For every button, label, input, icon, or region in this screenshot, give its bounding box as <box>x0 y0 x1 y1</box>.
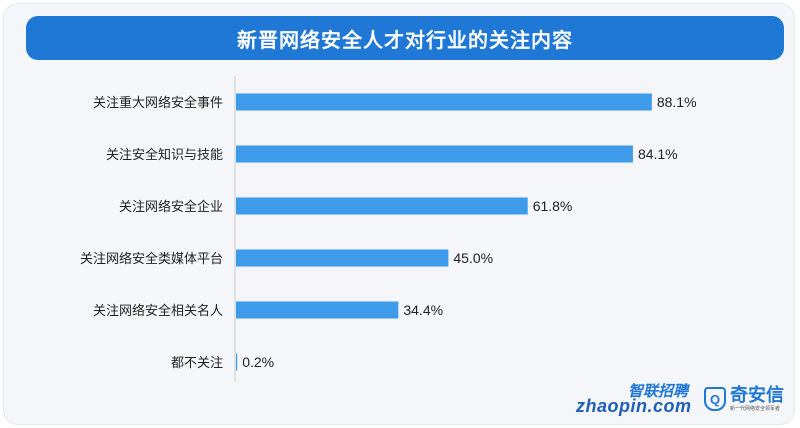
category-label: 关注网络安全企业 <box>119 199 223 215</box>
chart-card: 新晋网络安全人才对行业的关注内容 <box>4 4 794 424</box>
bar <box>236 93 652 111</box>
value-label: 61.8% <box>533 198 573 214</box>
bar <box>236 145 633 163</box>
qax-logo-tagline: 新一代网络安全领军者 <box>730 405 781 412</box>
zhaopin-logo: 智联招聘 zhaopin.com <box>576 382 694 416</box>
category-label: 关注网络安全类媒体平台 <box>80 251 223 267</box>
title-bar: 新晋网络安全人才对行业的关注内容 <box>26 16 784 60</box>
logo-area: 智联招聘 zhaopin.com Q 奇安信 新一代网络安全领军者 <box>576 382 784 416</box>
qax-logo: Q 奇安信 新一代网络安全领军者 <box>704 384 784 412</box>
bar <box>236 249 449 267</box>
category-label: 关注网络安全相关名人 <box>93 303 223 319</box>
value-label: 84.1% <box>638 146 678 162</box>
zhaopin-logo-en: zhaopin.com <box>576 396 692 416</box>
category-label: 关注安全知识与技能 <box>106 147 223 163</box>
qax-logo-name: 奇安信 <box>730 384 784 406</box>
zhaopin-logo-cn: 智联招聘 <box>627 382 688 400</box>
bar <box>236 301 399 319</box>
value-label: 88.1% <box>657 94 697 110</box>
bar <box>236 353 238 371</box>
value-label: 45.0% <box>453 250 493 266</box>
chart-title: 新晋网络安全人才对行业的关注内容 <box>237 27 573 52</box>
category-label: 关注重大网络安全事件 <box>93 95 223 111</box>
category-label: 都不关注 <box>171 356 223 371</box>
bar <box>236 197 528 215</box>
value-label: 0.2% <box>242 354 274 370</box>
value-label: 34.4% <box>403 302 443 318</box>
shield-icon: Q <box>704 387 726 411</box>
